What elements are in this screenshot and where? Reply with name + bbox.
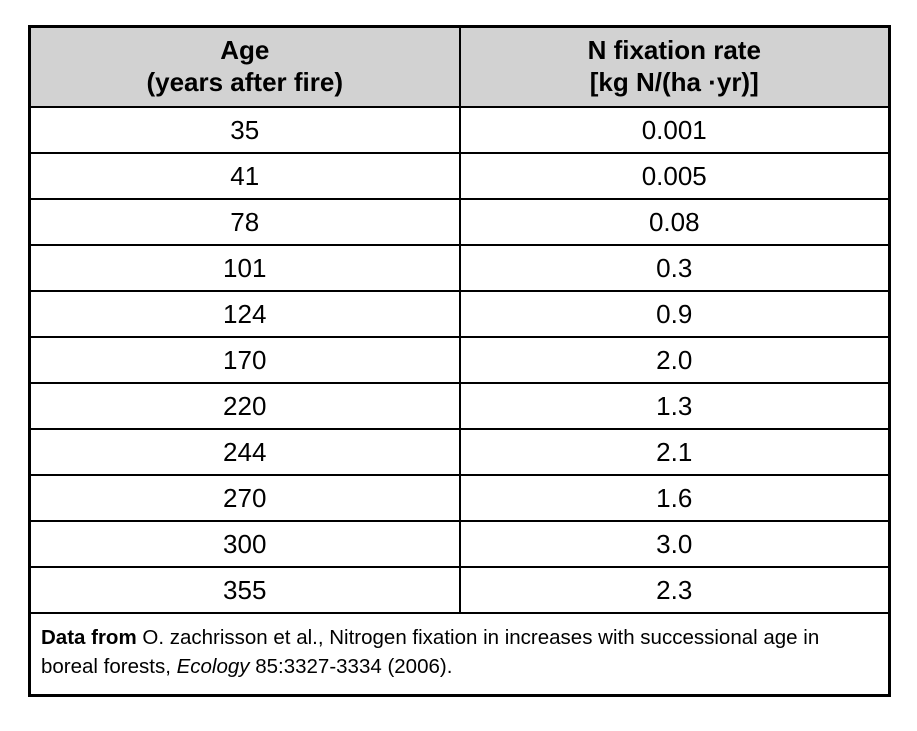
rate-cell: 0.3	[458, 244, 891, 292]
rate-cell: 2.1	[458, 428, 891, 476]
rate-cell: 0.005	[458, 152, 891, 200]
column-header-age: Age (years after fire)	[28, 25, 461, 108]
column-header-age-line2: (years after fire)	[146, 67, 344, 97]
table-row: 300 3.0	[28, 520, 891, 568]
age-cell: 244	[28, 428, 461, 476]
column-header-rate-line2: [kg N/(ha ·yr)]	[589, 67, 759, 97]
table-row: 220 1.3	[28, 382, 891, 430]
column-header-age-line1: Age	[220, 35, 270, 66]
rate-cell: 1.6	[458, 474, 891, 522]
table-header: Age (years after fire) N fixation rate […	[28, 25, 891, 108]
citation-lead-in: Data from	[41, 626, 143, 650]
table-row: 41 0.005	[28, 152, 891, 200]
age-cell: 270	[28, 474, 461, 522]
rate-cell: 3.0	[458, 520, 891, 568]
table-body: 35 0.001 41 0.005 78 0.08 101 0.3 124 0.9 170 2.0 22…	[28, 106, 891, 614]
rate-cell: 2.3	[458, 566, 891, 614]
column-header-rate-line1: N fixation rate	[587, 35, 761, 66]
age-cell: 35	[28, 106, 461, 154]
rate-cell: 2.0	[458, 336, 891, 384]
source-citation: Data from O. zachrisson et al., Nitrogen…	[28, 612, 891, 697]
nitrogen-fixation-table: Age (years after fire) N fixation rate […	[28, 25, 891, 697]
age-cell: 220	[28, 382, 461, 430]
table-row: 35 0.001	[28, 106, 891, 154]
table-row: 170 2.0	[28, 336, 891, 384]
header-row: Age (years after fire) N fixation rate […	[28, 25, 891, 108]
table-row: 101 0.3	[28, 244, 891, 292]
footer-row: Data from O. zachrisson et al., Nitrogen…	[28, 612, 891, 697]
table-footer: Data from O. zachrisson et al., Nitrogen…	[28, 612, 891, 697]
table-row: 124 0.9	[28, 290, 891, 338]
table-row: 244 2.1	[28, 428, 891, 476]
rate-cell: 0.001	[458, 106, 891, 154]
rate-cell: 1.3	[458, 382, 891, 430]
age-cell: 101	[28, 244, 461, 292]
age-cell: 41	[28, 152, 461, 200]
rate-cell: 0.9	[458, 290, 891, 338]
table-row: 78 0.08	[28, 198, 891, 246]
citation-journal: Ecology	[176, 655, 250, 678]
age-cell: 355	[28, 566, 461, 614]
table-row: 355 2.3	[28, 566, 891, 614]
age-cell: 170	[28, 336, 461, 384]
rate-cell: 0.08	[458, 198, 891, 246]
age-cell: 78	[28, 198, 461, 246]
citation-body: O. zachrisson et al., Nitrogen fixation …	[41, 626, 820, 678]
age-cell: 300	[28, 520, 461, 568]
column-header-rate: N fixation rate [kg N/(ha ·yr)]	[458, 25, 891, 108]
citation-volume-year: 85:3327-3334 (2006).	[249, 655, 453, 678]
table-row: 270 1.6	[28, 474, 891, 522]
age-cell: 124	[28, 290, 461, 338]
